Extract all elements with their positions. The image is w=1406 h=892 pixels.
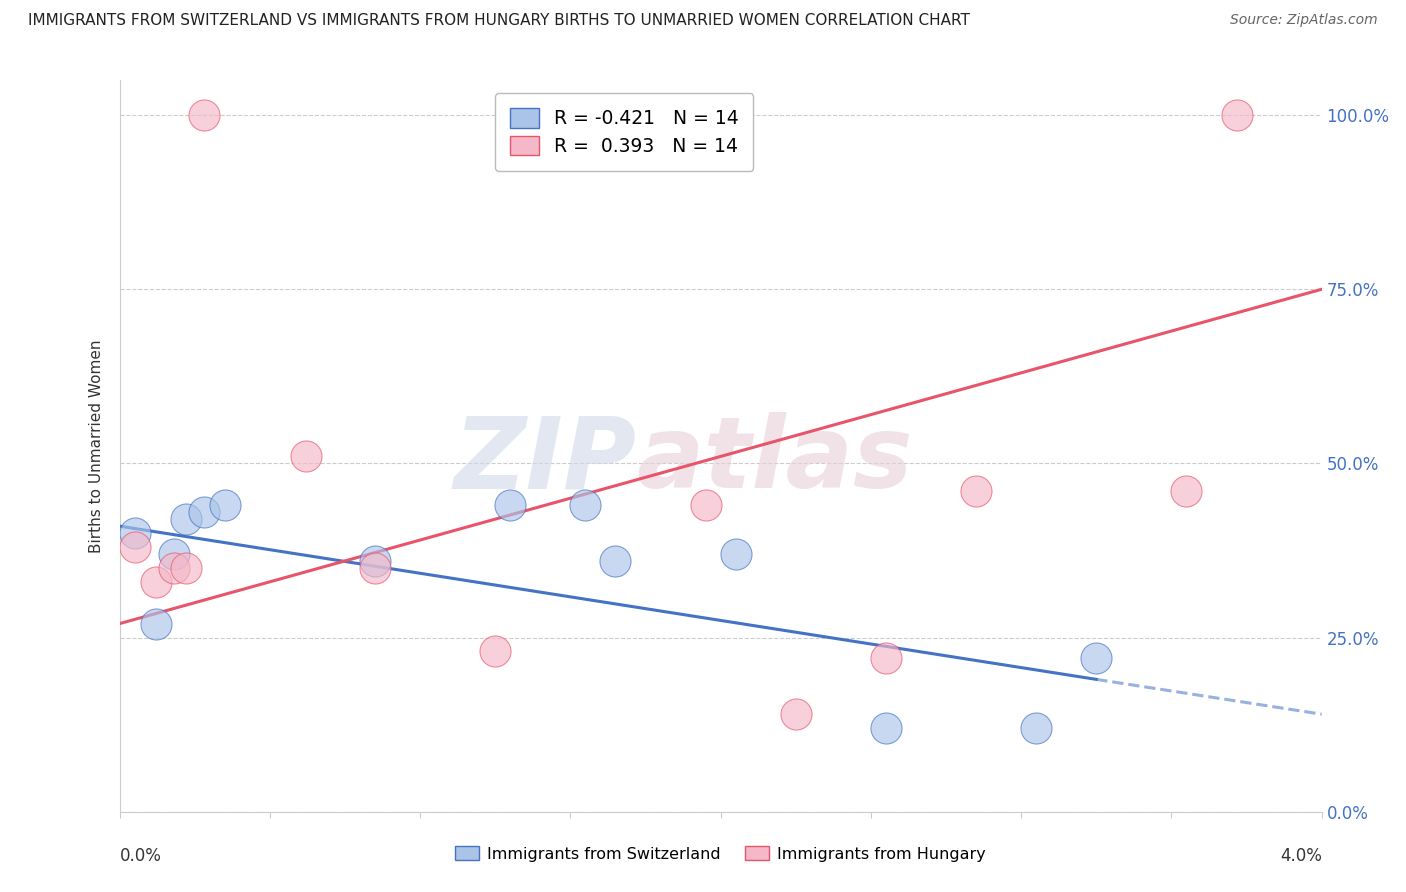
Point [162, 561, 184, 575]
Text: ZIP: ZIP [453, 412, 637, 509]
Point [1175, 484, 1198, 499]
Point [785, 707, 807, 722]
Point [162, 547, 184, 561]
Text: 4.0%: 4.0% [1279, 847, 1322, 865]
Point [145, 616, 167, 631]
Point [174, 561, 197, 575]
Point [364, 554, 387, 568]
Point [364, 561, 387, 575]
Point [724, 547, 747, 561]
Point [295, 450, 318, 464]
Legend: R = -0.421   N = 14, R =  0.393   N = 14: R = -0.421 N = 14, R = 0.393 N = 14 [495, 94, 754, 170]
Point [145, 574, 167, 589]
Point [484, 644, 506, 658]
Y-axis label: Births to Unmarried Women: Births to Unmarried Women [89, 339, 104, 553]
Point [875, 651, 897, 665]
Point [193, 505, 215, 519]
Point [875, 721, 897, 735]
Point [193, 108, 215, 122]
Text: 0.0%: 0.0% [120, 847, 162, 865]
Point [605, 554, 627, 568]
Point [574, 498, 596, 512]
Point [965, 484, 987, 499]
Text: Source: ZipAtlas.com: Source: ZipAtlas.com [1230, 13, 1378, 28]
Point [1226, 108, 1249, 122]
Point [124, 526, 146, 541]
Point [214, 498, 236, 512]
Text: atlas: atlas [637, 412, 912, 509]
Point [499, 498, 522, 512]
Point [124, 540, 146, 554]
Text: IMMIGRANTS FROM SWITZERLAND VS IMMIGRANTS FROM HUNGARY BIRTHS TO UNMARRIED WOMEN: IMMIGRANTS FROM SWITZERLAND VS IMMIGRANT… [28, 13, 970, 29]
Point [1025, 721, 1047, 735]
Point [174, 512, 197, 526]
Point [695, 498, 717, 512]
Point [1085, 651, 1108, 665]
